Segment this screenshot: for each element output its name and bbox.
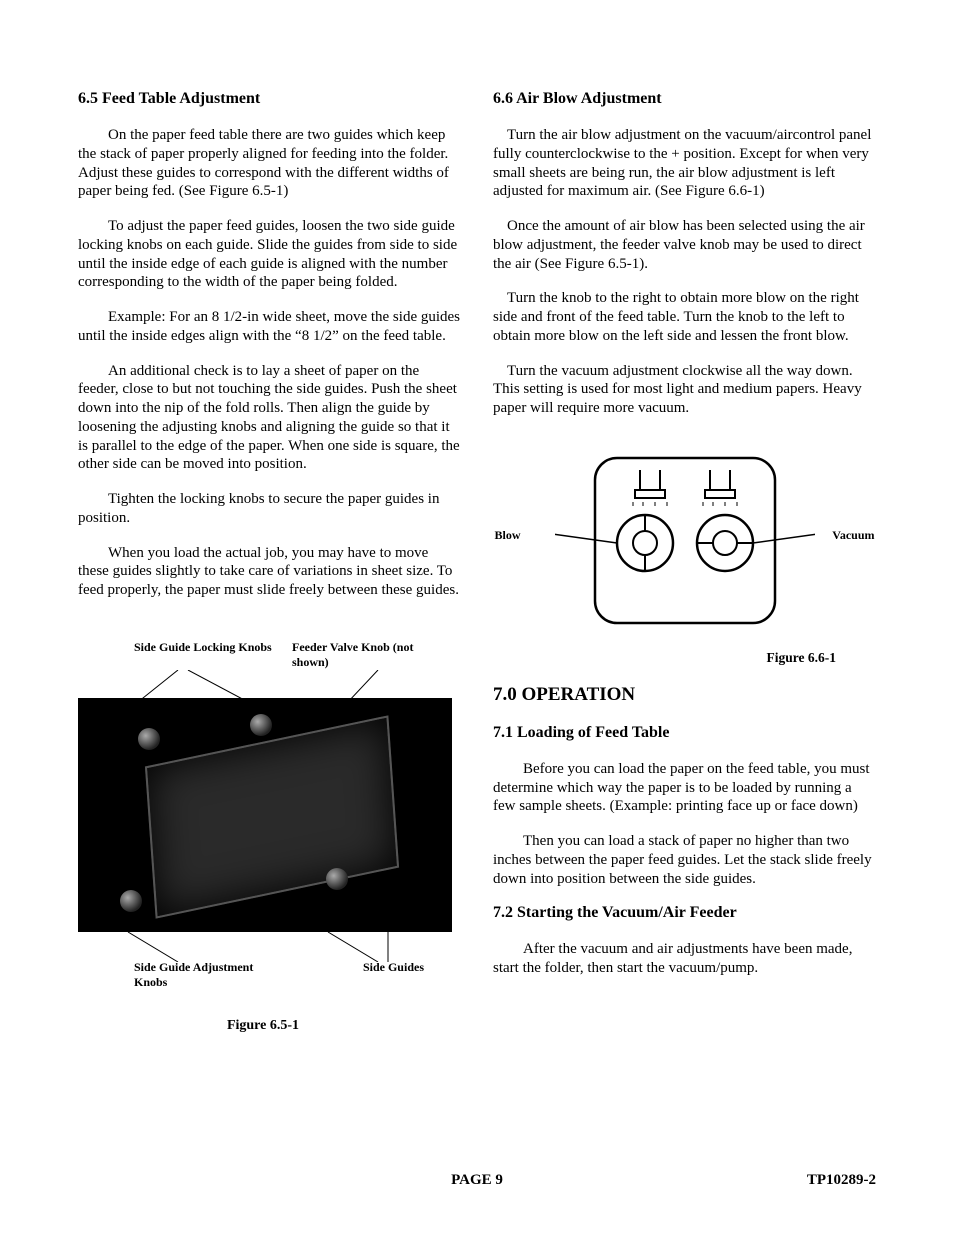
para-6-5-5: Tighten the locking knobs to secure the … xyxy=(78,490,461,528)
page-footer: PAGE 9 TP10289-2 xyxy=(78,1172,876,1189)
para-6-6-4: Turn the vacuum adjustment clockwise all… xyxy=(493,362,876,418)
para-6-5-6: When you load the actual job, you may ha… xyxy=(78,544,461,600)
para-6-6-1: Turn the air blow adjustment on the vacu… xyxy=(493,126,876,201)
label-side-guides: Side Guides xyxy=(363,960,424,990)
document-page: 6.5 Feed Table Adjustment On the paper f… xyxy=(0,0,954,1235)
para-7-2-1: After the vacuum and air adjustments hav… xyxy=(493,940,876,978)
label-feeder-valve-knob: Feeder Valve Knob (not shown) xyxy=(292,640,442,670)
para-6-5-4: An additional check is to lay a sheet of… xyxy=(78,362,461,475)
label-blow: Blow xyxy=(495,528,521,543)
para-6-5-3: Example: For an 8 1/2-in wide sheet, mov… xyxy=(78,308,461,346)
heading-6-6: 6.6 Air Blow Adjustment xyxy=(493,90,876,108)
figure-6-5-1-caption: Figure 6.5-1 xyxy=(78,1018,448,1034)
two-column-layout: 6.5 Feed Table Adjustment On the paper f… xyxy=(78,90,876,1034)
para-7-1-1: Before you can load the paper on the fee… xyxy=(493,760,876,816)
heading-7-0: 7.0 OPERATION xyxy=(493,684,876,706)
label-vacuum: Vacuum xyxy=(832,528,874,543)
left-column: 6.5 Feed Table Adjustment On the paper f… xyxy=(78,90,461,1034)
right-column: 6.6 Air Blow Adjustment Turn the air blo… xyxy=(493,90,876,1034)
figure-6-6-1: Blow Vacuum xyxy=(495,448,875,648)
figure-6-6-1-caption: Figure 6.6-1 xyxy=(493,650,876,666)
heading-6-5: 6.5 Feed Table Adjustment xyxy=(78,90,461,108)
para-6-6-2: Once the amount of air blow has been sel… xyxy=(493,217,876,273)
label-side-guide-adjustment-knobs: Side Guide Adjustment Knobs xyxy=(134,960,284,990)
para-6-6-3: Turn the knob to the right to obtain mor… xyxy=(493,289,876,345)
para-6-5-2: To adjust the paper feed guides, loosen … xyxy=(78,217,461,292)
para-7-1-2: Then you can load a stack of paper no hi… xyxy=(493,832,876,888)
heading-7-1: 7.1 Loading of Feed Table xyxy=(493,724,876,742)
feed-table-photo xyxy=(78,698,452,932)
figure-6-5-1: Side Guide Locking Knobs Feeder Valve Kn… xyxy=(78,640,448,1034)
label-side-guide-locking-knobs: Side Guide Locking Knobs xyxy=(134,640,272,670)
figure-6-5-1-top-labels: Side Guide Locking Knobs Feeder Valve Kn… xyxy=(78,640,448,670)
para-6-5-1: On the paper feed table there are two gu… xyxy=(78,126,461,201)
page-number: PAGE 9 xyxy=(78,1172,876,1189)
heading-7-2: 7.2 Starting the Vacuum/Air Feeder xyxy=(493,904,876,922)
control-panel-icon xyxy=(555,448,815,633)
figure-6-5-1-bottom-labels: Side Guide Adjustment Knobs Side Guides xyxy=(78,932,448,990)
